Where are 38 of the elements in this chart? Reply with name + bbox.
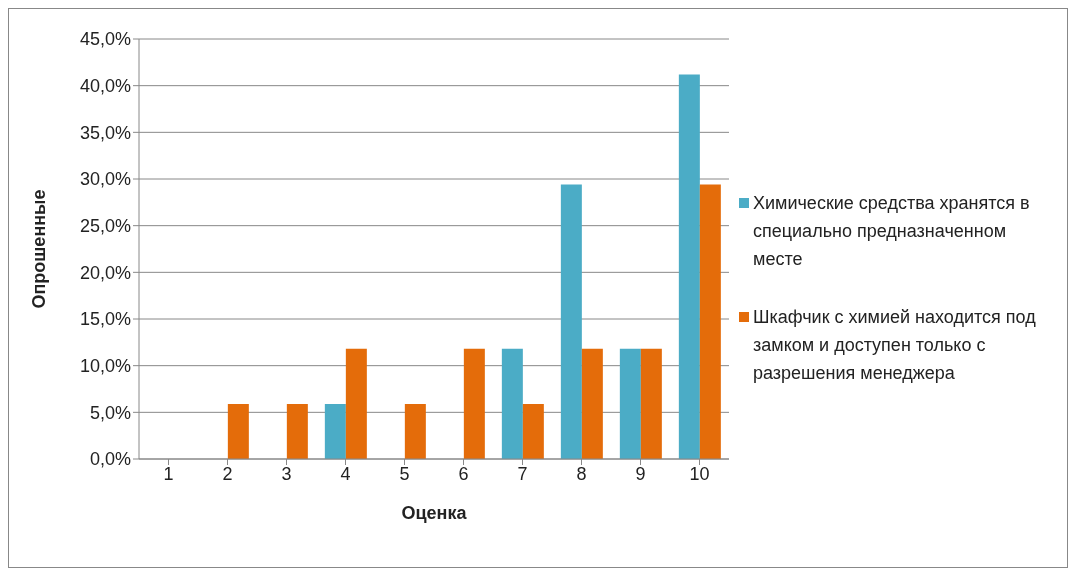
bar (522, 403, 544, 459)
y-tick-label: 25,0% (79, 216, 131, 237)
x-tick-label: 4 (340, 463, 351, 484)
y-tick-label: 35,0% (79, 122, 131, 143)
y-tick-label: 20,0% (79, 262, 131, 283)
x-tick-label: 2 (222, 463, 233, 484)
y-tick-label: 30,0% (79, 169, 131, 190)
bar (463, 348, 485, 459)
bar (640, 348, 662, 459)
bar (581, 348, 603, 459)
x-tick-label: 6 (458, 463, 469, 484)
y-tick-label: 40,0% (79, 76, 131, 97)
bar (619, 348, 641, 459)
x-tick-label: 9 (635, 463, 646, 484)
y-tick-label: 10,0% (79, 356, 131, 377)
x-tick-label: 1 (163, 463, 174, 484)
bar (560, 184, 582, 459)
bar (345, 348, 367, 459)
bar (404, 403, 426, 459)
legend-label: Шкафчик с химией находится под замком и доступен только с разрешения менеджера (753, 306, 1037, 385)
y-tick-label: 45,0% (79, 29, 131, 50)
x-axis-title: Оценка (401, 503, 468, 523)
x-tick-label: 8 (576, 463, 587, 484)
x-tick-label: 7 (517, 463, 528, 484)
y-tick-label: 15,0% (79, 309, 131, 330)
legend-label: Химические средства хранятся в специально предназначенном месте (753, 192, 1031, 271)
x-tick-label: 5 (399, 463, 410, 484)
y-tick-label: 5,0% (89, 402, 131, 423)
bar (286, 403, 308, 459)
y-tick-label: 0,0% (89, 449, 131, 470)
x-tick-label: 3 (281, 463, 292, 484)
y-axis-title: Опрошенные (29, 189, 50, 309)
bar (324, 403, 346, 459)
bar (699, 184, 721, 459)
bar (678, 74, 700, 459)
x-tick-label: 10 (689, 463, 710, 484)
bar (501, 348, 523, 459)
bar (227, 403, 249, 459)
